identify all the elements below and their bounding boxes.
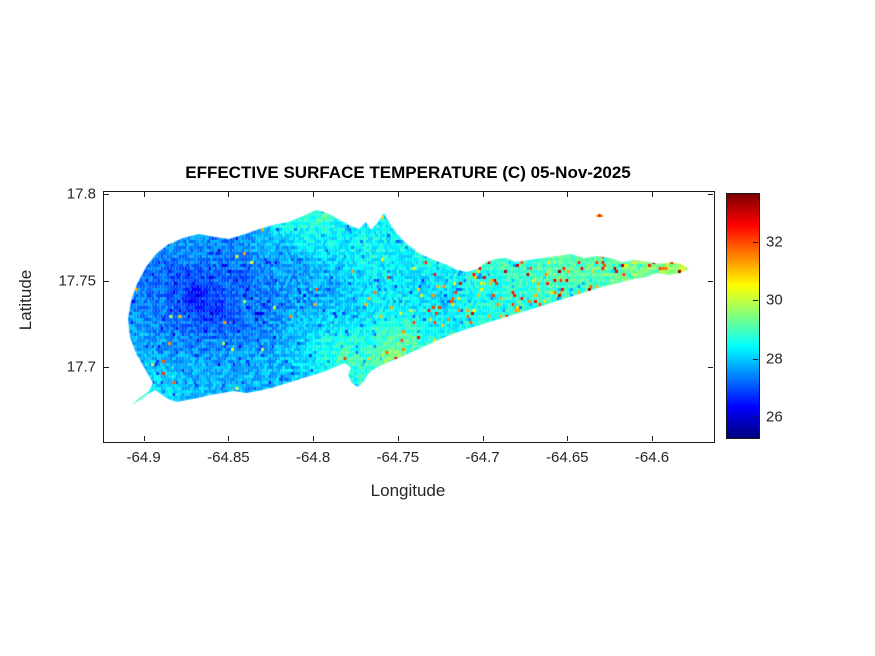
x-tick-label: -64.75 (376, 449, 420, 466)
x-tick-label: -64.9 (126, 449, 161, 466)
y-tick-mark-right (708, 194, 713, 196)
x-tick-mark-top (228, 192, 230, 197)
x-tick-label: -64.8 (296, 449, 331, 466)
colorbar-tick-mark (753, 416, 758, 418)
x-tick-mark (313, 436, 315, 441)
x-tick-label: -64.6 (634, 449, 670, 466)
chart-title: EFFECTIVE SURFACE TEMPERATURE (C) 05-Nov… (185, 163, 631, 182)
y-tick-label: 17.7 (66, 358, 96, 376)
colorbar-tick-label: 30 (766, 291, 783, 309)
x-tick-mark-top (313, 192, 315, 197)
colorbar-tick-label: 32 (766, 233, 783, 251)
x-tick-mark (482, 436, 484, 441)
y-axis-label: Latitude (16, 269, 35, 331)
x-tick-label: -64.65 (545, 449, 589, 466)
x-tick-label: -64.7 (465, 449, 500, 466)
y-tick-mark-right (708, 280, 713, 282)
x-tick-mark (397, 436, 399, 441)
colorbar-tick-label: 26 (766, 408, 783, 426)
temperature-map-canvas (104, 192, 714, 442)
y-tick-mark (104, 194, 109, 196)
y-tick-mark-right (708, 366, 713, 368)
y-tick-label: 17.8 (66, 185, 96, 203)
x-tick-mark (143, 436, 145, 441)
x-tick-mark (567, 436, 569, 441)
x-tick-mark-top (567, 192, 569, 197)
colorbar-tick-mark (753, 358, 758, 360)
x-tick-mark (228, 436, 230, 441)
colorbar-tick-mark (753, 300, 758, 302)
y-tick-mark (104, 280, 109, 282)
x-axis-label: Longitude (370, 481, 446, 500)
x-tick-mark-top (397, 192, 399, 197)
x-tick-label: -64.85 (207, 449, 250, 466)
colorbar-tick-mark (753, 242, 758, 244)
x-tick-mark-top (652, 192, 653, 197)
x-tick-mark (652, 436, 653, 441)
colorbar-gradient-canvas (727, 194, 759, 438)
x-tick-mark-top (143, 192, 145, 197)
colorbar-tick-label: 28 (766, 350, 783, 368)
x-tick-mark-top (482, 192, 484, 197)
colorbar (726, 193, 760, 439)
y-tick-label: 17.75 (58, 272, 96, 290)
y-tick-mark (104, 366, 109, 368)
plot-axes (103, 191, 715, 443)
